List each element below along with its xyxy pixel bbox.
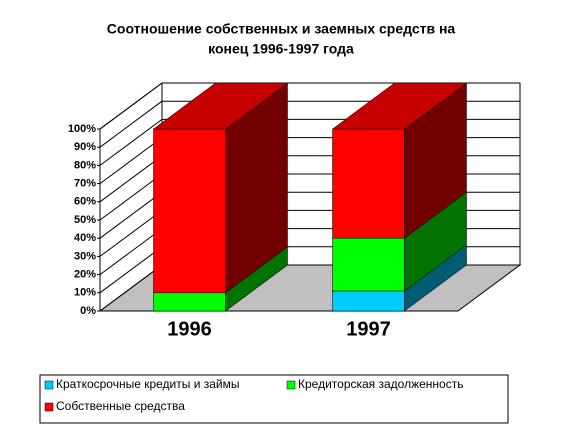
bar-front [332, 128, 405, 239]
grid-line [99, 118, 163, 166]
bar-front [332, 237, 405, 292]
grid-line [99, 137, 163, 185]
y-tick-label: 0% [80, 305, 96, 317]
chart-title: Соотношение собственных и заемных средст… [107, 21, 456, 37]
y-tick-label: 60% [74, 196, 96, 208]
grid-line [99, 155, 163, 203]
bar-front [153, 292, 226, 312]
grid-line [99, 264, 163, 312]
y-tick-label: 70% [74, 178, 96, 190]
legend-label: Кредиторская задолженность [298, 377, 463, 391]
chart-title: конец 1996-1997 года [208, 41, 354, 57]
grid-line [99, 246, 163, 294]
grid-line [99, 209, 163, 257]
grid-line [99, 191, 163, 239]
legend-label: Собственные средства [56, 399, 185, 413]
y-tick-label: 90% [74, 141, 96, 153]
y-tick-label: 10% [74, 287, 96, 299]
y-tick-label: 50% [74, 214, 96, 226]
y-tick-label: 100% [68, 123, 96, 135]
bar-front [332, 290, 405, 312]
legend-label: Краткосрочные кредиты и займы [56, 377, 240, 391]
y-tick-label: 80% [74, 159, 96, 171]
y-tick-label: 20% [74, 269, 96, 281]
grid-line [99, 173, 163, 221]
bar-top [152, 82, 289, 130]
y-tick-label: 40% [74, 232, 96, 244]
legend-swatch [44, 380, 54, 390]
legend-swatch [286, 380, 296, 390]
grid-line [99, 228, 163, 276]
legend-swatch [44, 402, 54, 412]
grid-line [99, 82, 163, 130]
x-tick-label: 1997 [346, 318, 391, 340]
x-tick-label: 1996 [167, 318, 212, 340]
grid-line [99, 100, 163, 148]
bar-front [153, 128, 226, 294]
bar-top [331, 82, 468, 130]
legend-box [39, 374, 509, 424]
y-tick-label: 30% [74, 250, 96, 262]
